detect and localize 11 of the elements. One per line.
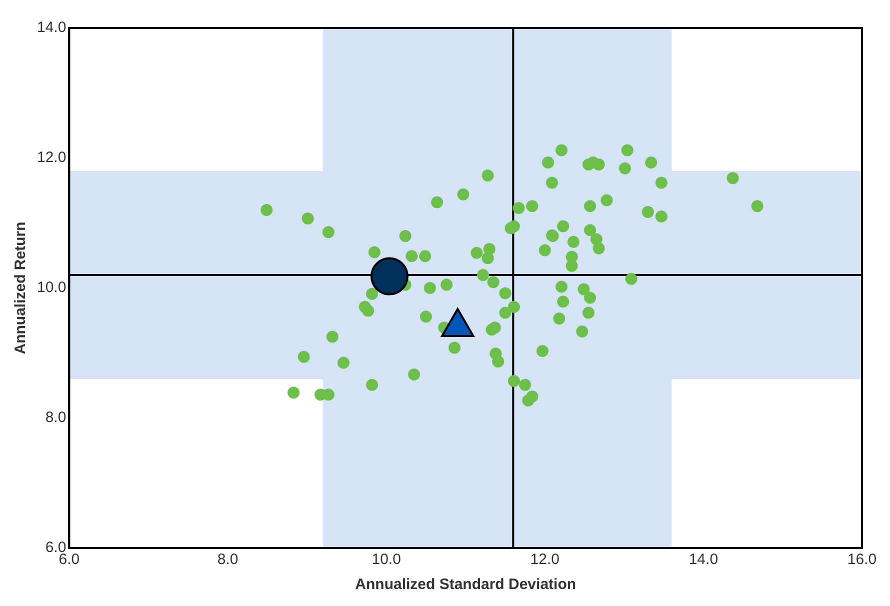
- y-axis-title: Annualized Return: [12, 222, 30, 354]
- y-tick-label: 12.0: [36, 149, 66, 166]
- x-tick-label: 10.0: [372, 551, 401, 568]
- y-tick-label: 10.0: [36, 279, 66, 296]
- y-tick-label: 14.0: [36, 19, 66, 36]
- x-tick-label: 14.0: [688, 551, 718, 568]
- x-tick-label: 8.0: [217, 551, 238, 568]
- x-axis-title: Annualized Standard Deviation: [355, 576, 576, 594]
- x-tick-label: 12.0: [530, 551, 560, 568]
- y-tick-label: 8.0: [45, 409, 66, 426]
- x-tick-label: 16.0: [847, 551, 877, 568]
